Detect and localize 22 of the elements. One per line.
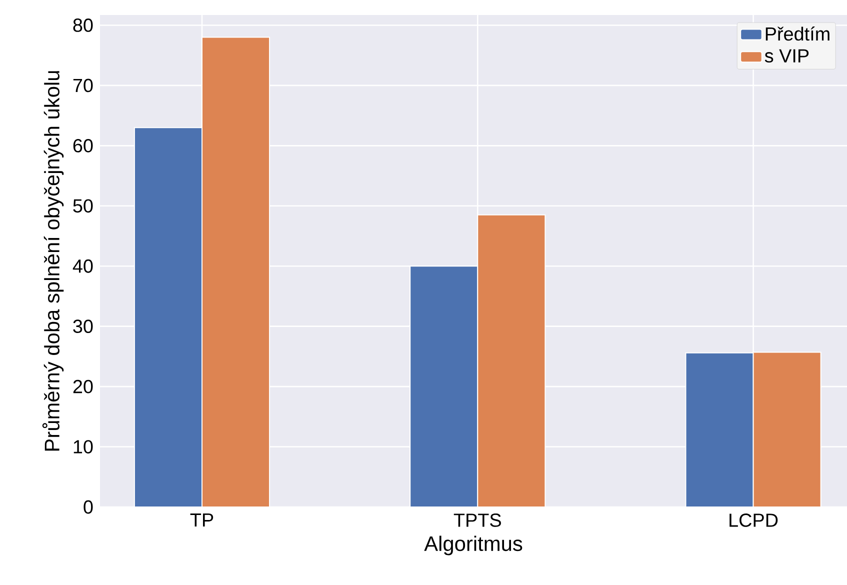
y-tick-label: 40 xyxy=(72,259,93,273)
bar xyxy=(410,266,478,507)
x-tick-label: TP xyxy=(190,514,214,527)
bar xyxy=(752,352,822,507)
x-axis-title: Algoritmus xyxy=(424,536,522,556)
y-tick-label: 70 xyxy=(73,78,93,92)
y-tick-label: 60 xyxy=(73,138,93,152)
y-tick-label: 80 xyxy=(73,18,93,32)
bar xyxy=(134,127,202,507)
y-axis-title: Průměrný doba splnění obyčejných úkolu xyxy=(42,71,64,451)
bar xyxy=(477,214,546,507)
x-tick-label: LCPD xyxy=(730,514,778,527)
legend-label: Předtím xyxy=(766,26,830,41)
x-tick-label: TPTS xyxy=(454,514,501,527)
bar xyxy=(201,36,270,507)
y-tick-label: 0 xyxy=(84,500,93,514)
bar xyxy=(685,352,754,507)
y-tick-label: 50 xyxy=(73,199,93,213)
legend-label: s VIP xyxy=(764,49,809,63)
y-tick-label: 10 xyxy=(74,440,93,454)
y-tick-label: 30 xyxy=(73,320,93,334)
y-tick-label: 20 xyxy=(73,380,93,394)
